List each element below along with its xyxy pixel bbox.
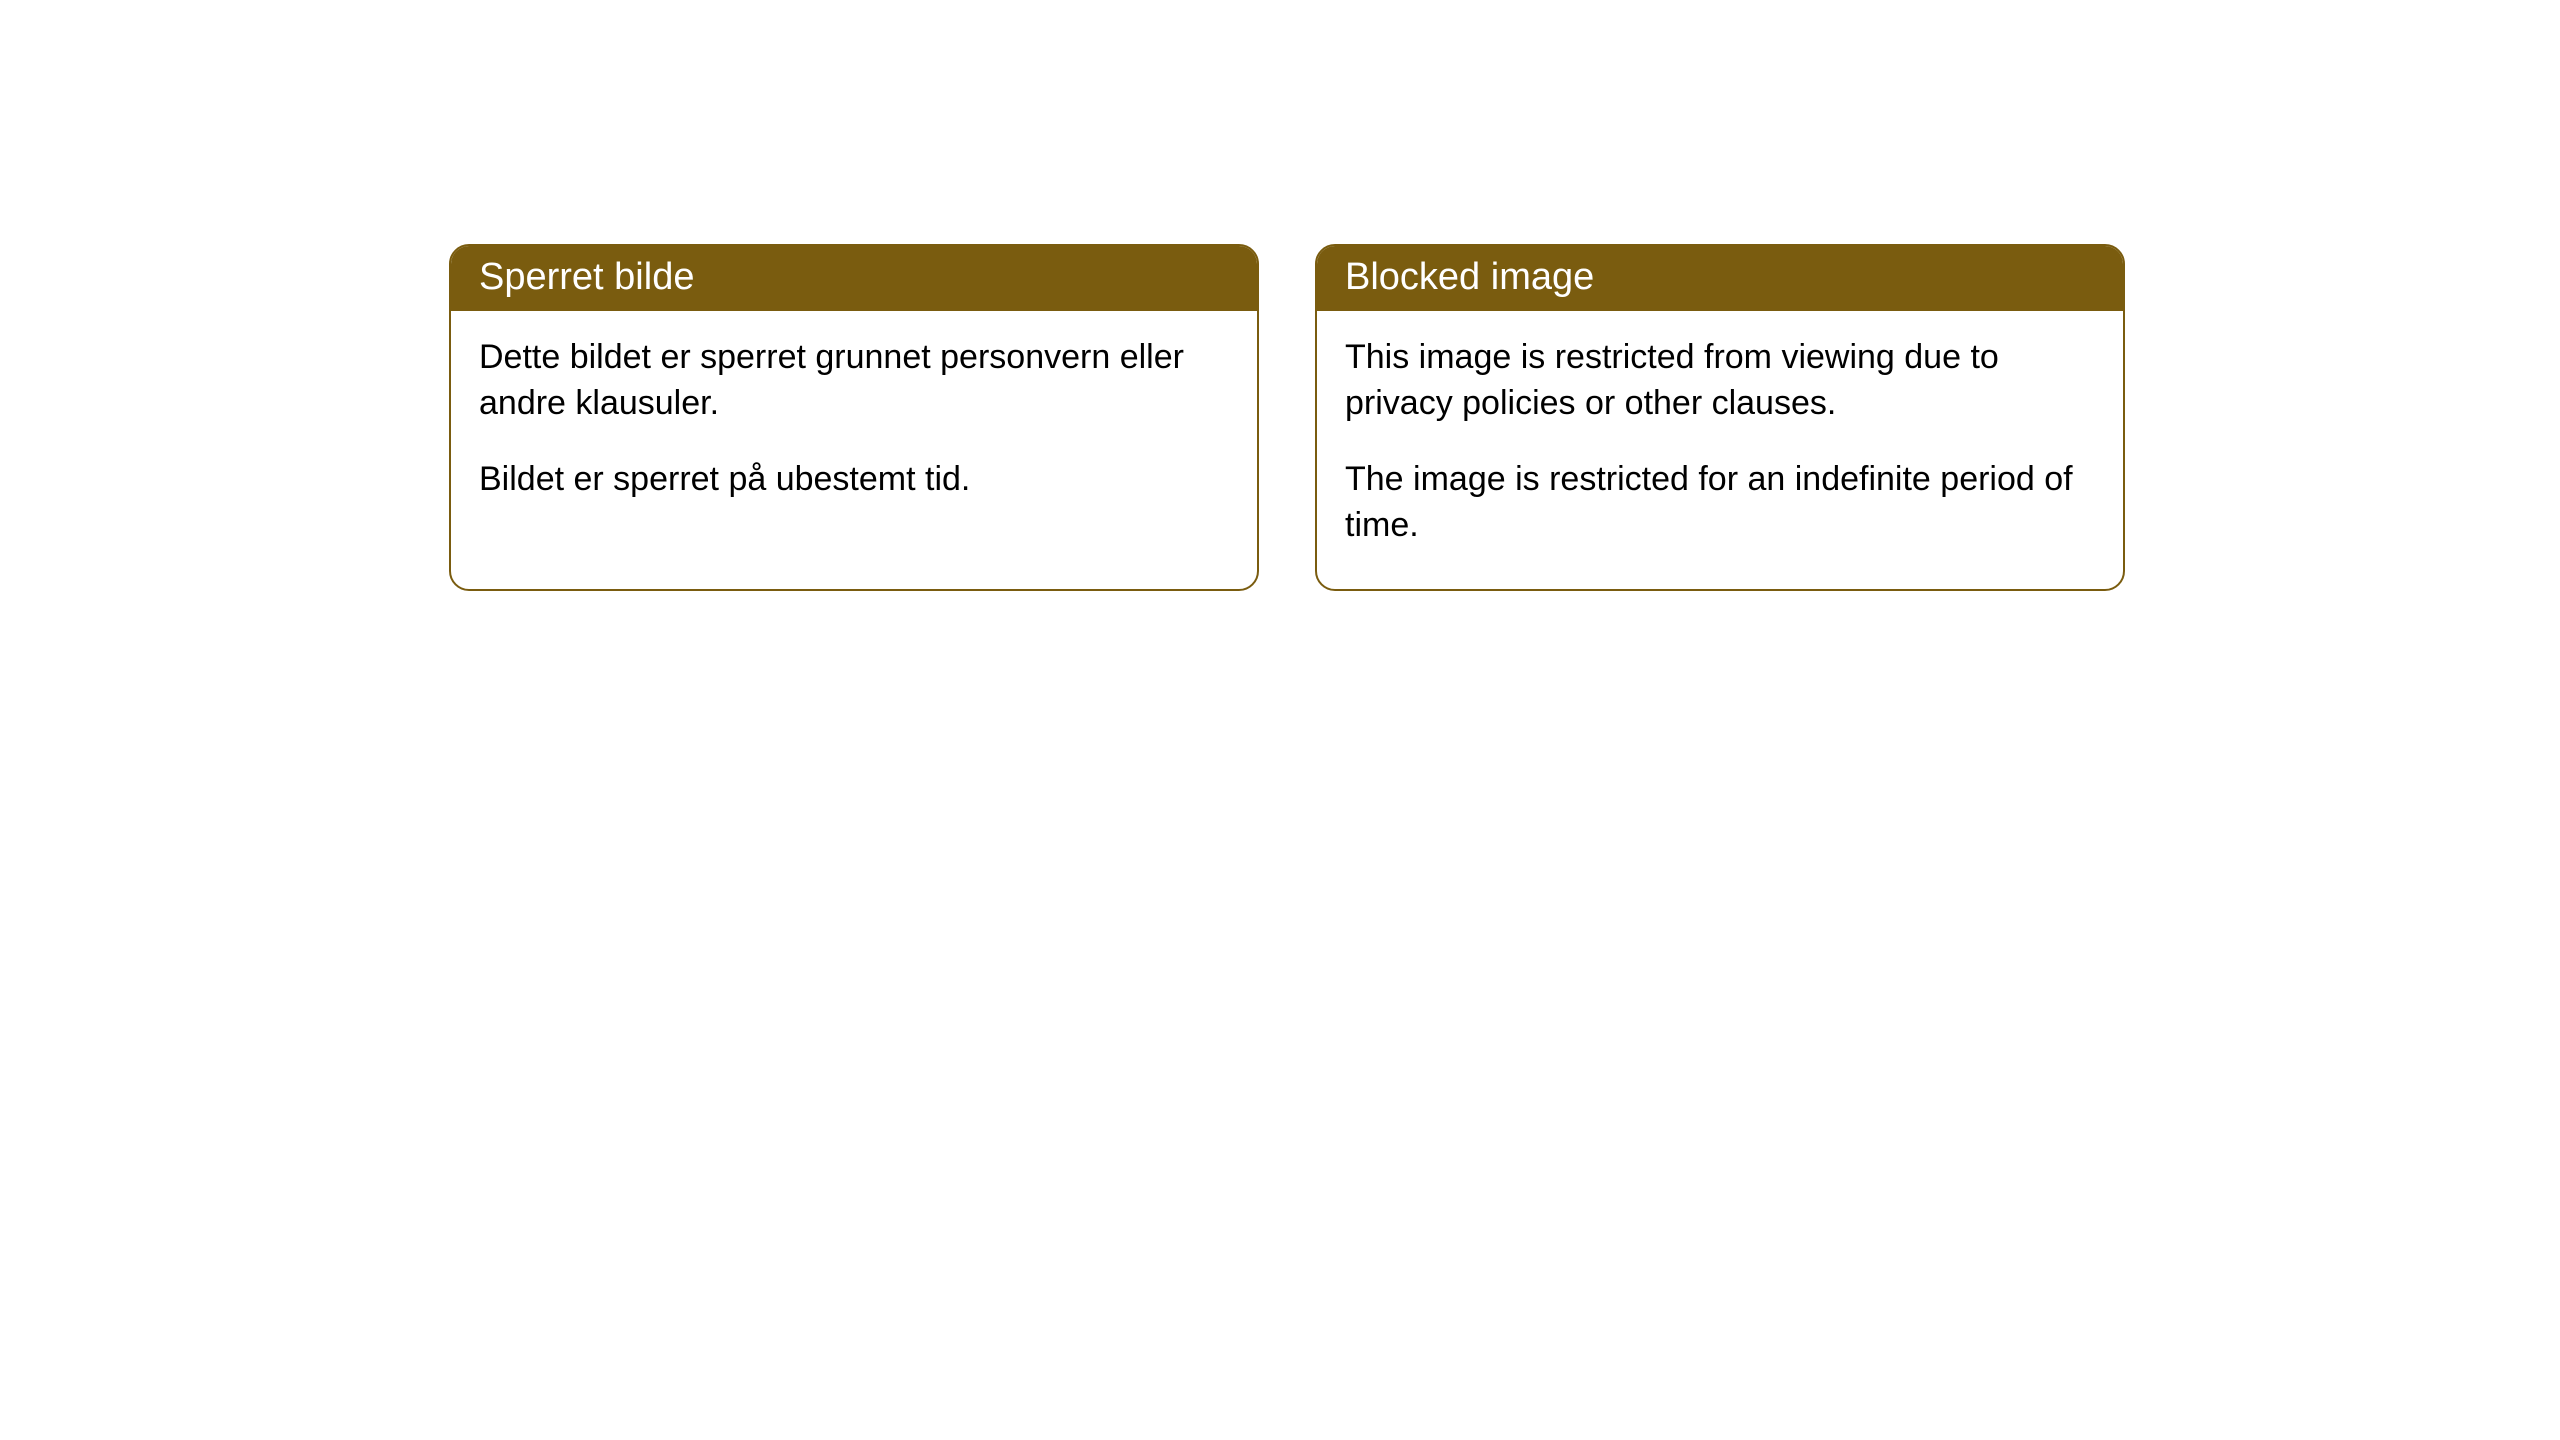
- card-title: Blocked image: [1345, 256, 1594, 298]
- card-body: This image is restricted from viewing du…: [1317, 311, 2123, 589]
- card-header: Sperret bilde: [451, 246, 1257, 311]
- card-paragraph: This image is restricted from viewing du…: [1345, 335, 2095, 427]
- card-title: Sperret bilde: [479, 256, 694, 298]
- card-paragraph: Bildet er sperret på ubestemt tid.: [479, 457, 1229, 503]
- notice-card-norwegian: Sperret bilde Dette bildet er sperret gr…: [449, 244, 1259, 591]
- card-paragraph: The image is restricted for an indefinit…: [1345, 457, 2095, 549]
- notice-cards-container: Sperret bilde Dette bildet er sperret gr…: [449, 244, 2125, 591]
- card-paragraph: Dette bildet er sperret grunnet personve…: [479, 335, 1229, 427]
- card-body: Dette bildet er sperret grunnet personve…: [451, 311, 1257, 543]
- notice-card-english: Blocked image This image is restricted f…: [1315, 244, 2125, 591]
- card-header: Blocked image: [1317, 246, 2123, 311]
